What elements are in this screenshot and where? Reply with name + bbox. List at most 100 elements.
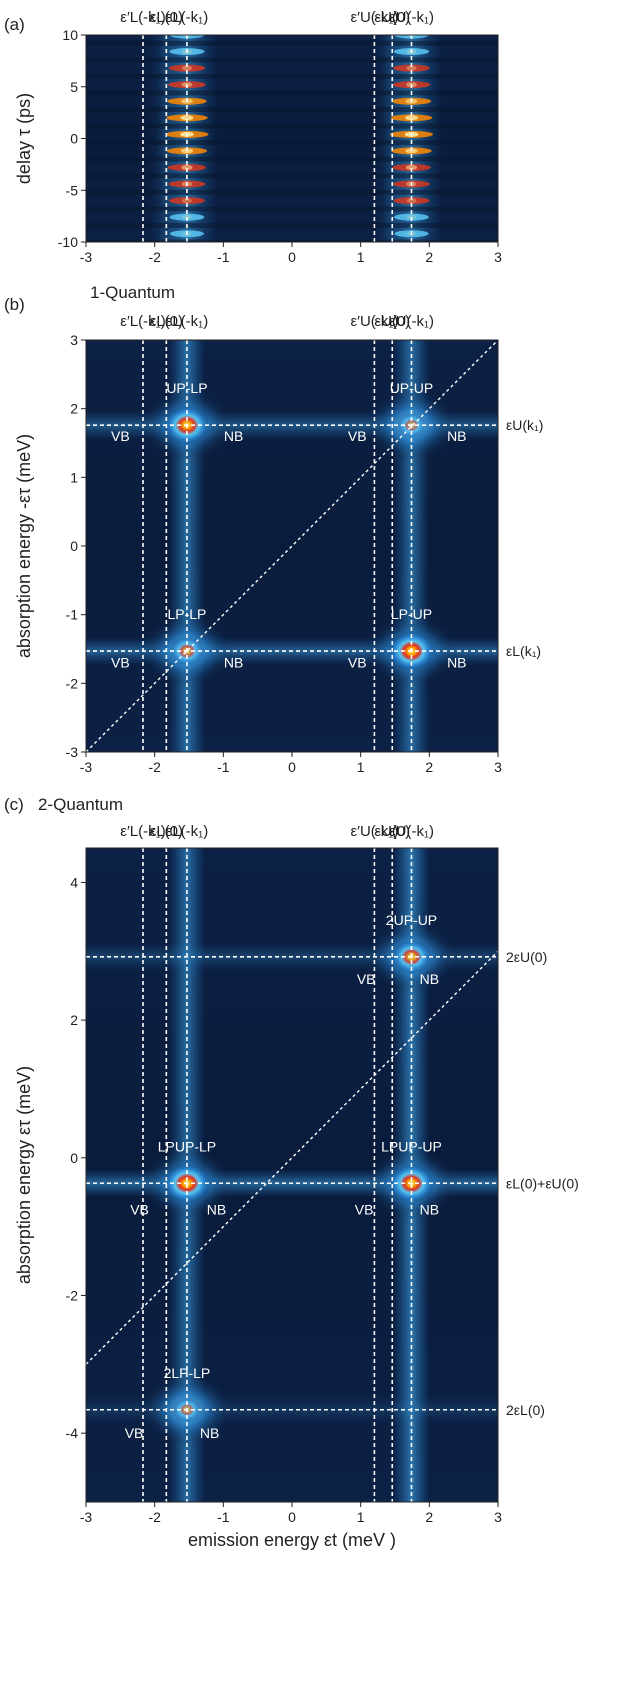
x-tick-label: 2 <box>425 759 433 775</box>
x-tick-label: -3 <box>80 249 93 265</box>
fringe-dark <box>86 90 498 96</box>
top-energy-label: εL(-k₁) <box>166 823 209 840</box>
fringe-dark <box>86 222 498 228</box>
x-tick-label: -2 <box>148 249 161 265</box>
fringe-dark <box>86 40 498 46</box>
fringe-core <box>406 65 417 71</box>
peak-label: LPUP-UP <box>381 1138 442 1154</box>
side-label: NB <box>224 428 243 444</box>
side-label: VB <box>111 655 130 671</box>
fringe-core <box>180 115 194 121</box>
y-tick-label: 4 <box>70 874 78 890</box>
top-energy-label: εL(0) <box>150 823 183 840</box>
y-tick-label: 0 <box>70 1150 78 1166</box>
x-tick-label: 3 <box>494 759 502 775</box>
side-label: NB <box>420 971 439 987</box>
fringe-peak <box>169 197 205 205</box>
y-tick-label: -2 <box>66 1287 79 1303</box>
peak-label: LP-LP <box>167 606 206 622</box>
x-tick-label: 3 <box>494 249 502 265</box>
horizontal-line-label: εL(k₁) <box>506 643 541 659</box>
x-tick-label: 0 <box>288 249 296 265</box>
peak-label: UP-LP <box>166 380 207 396</box>
y-axis-label: absorption energy -ετ (meV) <box>14 434 34 658</box>
peak-label: LP-UP <box>391 606 432 622</box>
fringe-core <box>181 65 193 71</box>
plot-area <box>86 340 498 752</box>
y-tick-label: 0 <box>70 131 78 147</box>
y-tick-label: -2 <box>66 675 79 691</box>
fringe-dark <box>86 123 498 129</box>
y-tick-label: -3 <box>66 744 79 760</box>
top-energy-label: εU(0) <box>374 823 410 840</box>
top-energy-label: ε′U(-k₁) <box>350 9 398 26</box>
side-label: VB <box>357 971 376 987</box>
x-tick-label: -3 <box>80 1509 93 1525</box>
x-tick-label: 2 <box>425 1509 433 1525</box>
side-label: NB <box>200 1425 219 1441</box>
fringe-dark <box>86 140 498 146</box>
x-tick-label: -1 <box>217 249 230 265</box>
fringe-dark <box>86 156 498 162</box>
horizontal-line-label: 2εU(0) <box>506 949 547 965</box>
panel-b-label: (b) <box>4 295 25 314</box>
side-label: VB <box>111 428 130 444</box>
y-tick-label: 1 <box>70 469 78 485</box>
y-tick-label: 5 <box>70 79 78 95</box>
fringe-dark <box>86 107 498 113</box>
fringe-dark <box>86 173 498 179</box>
panel-c-title: 2-Quantum <box>38 795 123 814</box>
fringe-core <box>406 198 417 204</box>
side-label: VB <box>130 1201 149 1217</box>
x-tick-label: 3 <box>494 1509 502 1525</box>
top-energy-label: εU(-k₁) <box>389 823 434 840</box>
top-energy-label: εL(-k₁) <box>166 9 209 26</box>
top-energy-label: εL(0) <box>150 9 183 26</box>
fringe-dark <box>86 189 498 195</box>
top-energy-label: εU(0) <box>374 313 410 330</box>
horizontal-line-label: 2εL(0) <box>506 1402 545 1418</box>
horizontal-line-label: εU(k₁) <box>506 417 543 433</box>
y-tick-label: 2 <box>70 401 78 417</box>
top-energy-label: ε′L(-k₁) <box>120 823 165 840</box>
top-energy-label: ε′U(-k₁) <box>350 313 398 330</box>
x-tick-label: -1 <box>217 1509 230 1525</box>
top-energy-label: εU(0) <box>374 9 410 26</box>
x-tick-label: 1 <box>357 1509 365 1525</box>
x-tick-label: -3 <box>80 759 93 775</box>
y-tick-label: 10 <box>62 27 78 43</box>
fringe-core <box>405 164 418 170</box>
fringe-dark <box>86 239 498 242</box>
x-tick-label: 1 <box>357 249 365 265</box>
y-tick-label: -5 <box>66 182 79 198</box>
y-tick-label: 0 <box>70 538 78 554</box>
top-energy-label: εU(-k₁) <box>389 9 434 26</box>
x-axis-label: emission energy εt (meV ) <box>188 1530 396 1550</box>
side-label: NB <box>207 1201 226 1217</box>
fringe-peak <box>393 64 430 72</box>
y-axis-label: absorption energy ετ (meV) <box>14 1066 34 1284</box>
side-label: NB <box>447 655 466 671</box>
side-label: VB <box>348 428 367 444</box>
fringe-core <box>405 115 418 121</box>
side-label: VB <box>348 655 367 671</box>
x-tick-label: -2 <box>148 759 161 775</box>
panel-a-label: (a) <box>4 15 25 34</box>
plot-area <box>86 35 498 242</box>
x-tick-label: 1 <box>357 759 365 775</box>
horizontal-line-label: εL(0)+εU(0) <box>506 1175 579 1191</box>
peak-label: 2LP-LP <box>164 1365 211 1381</box>
y-axis-label: delay τ (ps) <box>14 93 34 184</box>
fringe-peak <box>393 197 430 205</box>
y-tick-label: -1 <box>66 607 79 623</box>
y-tick-label: 3 <box>70 332 78 348</box>
fringe-dark <box>86 206 498 212</box>
y-tick-label: -10 <box>58 234 78 250</box>
y-tick-label: 2 <box>70 1012 78 1028</box>
y-tick-label: -4 <box>66 1425 79 1441</box>
x-tick-label: 0 <box>288 1509 296 1525</box>
top-energy-label: ε′L(-k₁) <box>120 9 165 26</box>
side-label: NB <box>420 1201 439 1217</box>
